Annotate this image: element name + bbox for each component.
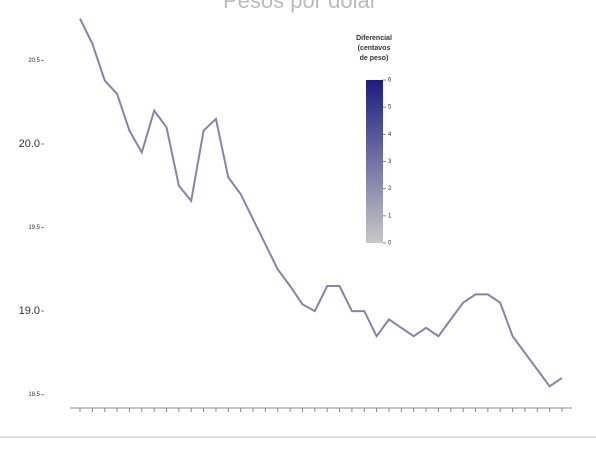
colorbar [366,80,383,243]
y-tick-label: 18.5 [28,392,40,398]
y-tick-label: 20.0 [19,138,40,150]
chart-title: Pesos por dólar [223,0,377,13]
colorbar-tick-label: 5 [388,105,392,111]
y-tick-label: 19.0 [19,305,40,317]
colorbar-title: de peso) [360,55,389,62]
colorbar-title: Diferencial [356,35,392,42]
y-tick-label: 20.5 [28,58,40,64]
colorbar-title: (centavos [358,45,391,52]
series-line [79,18,563,388]
colorbar-tick-label: 6 [388,78,392,84]
colorbar-tick-label: 4 [388,132,392,138]
y-tick-label: 19.5 [28,225,40,231]
colorbar-tick-label: 2 [388,186,392,192]
colorbar-tick-label: 3 [388,159,392,165]
colorbar-tick-label: 0 [388,241,392,247]
colorbar-tick-label: 1 [388,213,392,219]
